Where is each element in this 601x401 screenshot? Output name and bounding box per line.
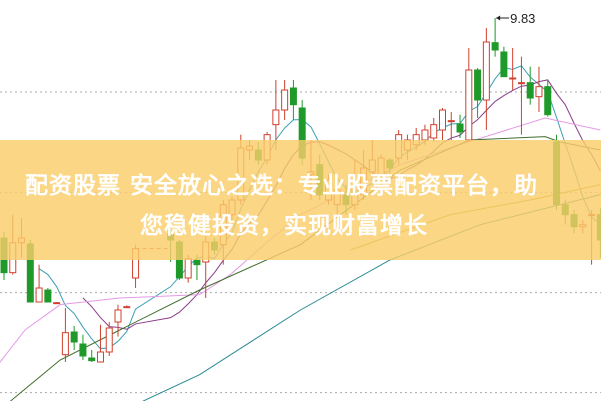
max-price-label: 9.83: [510, 11, 535, 26]
candle-body: [456, 123, 464, 133]
candle-body: [114, 309, 122, 323]
candle-body: [44, 289, 52, 303]
candle-body: [272, 109, 280, 126]
candle: [509, 48, 517, 90]
candle: [105, 322, 113, 356]
candle: [35, 264, 43, 303]
candle-body: [465, 69, 473, 141]
candle: [526, 66, 534, 105]
candle-body: [79, 343, 87, 357]
candle: [281, 80, 289, 120]
candle: [70, 326, 78, 350]
candle-body: [105, 327, 113, 353]
candle-body: [491, 42, 499, 51]
candle: [289, 80, 297, 120]
candle-body: [70, 331, 78, 343]
candle-body: [544, 86, 552, 116]
promo-banner: [0, 140, 601, 260]
candle: [535, 66, 543, 112]
candle-body: [53, 302, 61, 305]
candle-body: [184, 258, 192, 279]
candle: [482, 28, 490, 130]
candle: [88, 350, 96, 362]
candle: [456, 114, 464, 138]
banner-line-1: 配资股票 安全放心之选：专业股票配资平台，助: [25, 173, 539, 199]
candle: [44, 288, 52, 303]
candle-body: [535, 86, 543, 98]
banner-line-2: 您稳健投资，实现财富增长: [140, 213, 428, 239]
candle-body: [509, 77, 517, 80]
candle: [517, 56, 525, 135]
candle: [465, 48, 473, 142]
candle: [430, 118, 438, 142]
max-price-arrow-icon: [496, 15, 501, 21]
candle: [447, 112, 455, 140]
candle-body: [430, 124, 438, 139]
candle-body: [447, 120, 455, 123]
candle: [491, 18, 499, 57]
candle-body: [482, 41, 490, 101]
candle-body: [421, 129, 429, 141]
candle: [61, 308, 69, 362]
candle-body: [289, 87, 297, 106]
max-price-marker: 9.83: [496, 11, 535, 26]
candle-body: [474, 69, 482, 101]
candle-body: [123, 306, 131, 309]
candle: [272, 80, 280, 150]
candle: [439, 108, 446, 140]
candle: [544, 80, 552, 117]
candle-body: [88, 357, 96, 362]
candle-body: [193, 259, 201, 266]
candle-body: [500, 51, 508, 78]
candle-body: [517, 82, 525, 85]
candle: [474, 68, 482, 118]
candle-body: [526, 82, 534, 99]
candle: [114, 304, 122, 337]
candle: [79, 334, 87, 360]
candle-body: [281, 89, 289, 111]
candle: [53, 302, 61, 305]
candle: [123, 305, 131, 309]
candle: [96, 324, 104, 363]
candle-body: [35, 287, 43, 303]
candle: [500, 46, 508, 78]
candle-body: [96, 351, 104, 363]
candle-body: [439, 109, 446, 131]
candle-body: [61, 332, 69, 356]
